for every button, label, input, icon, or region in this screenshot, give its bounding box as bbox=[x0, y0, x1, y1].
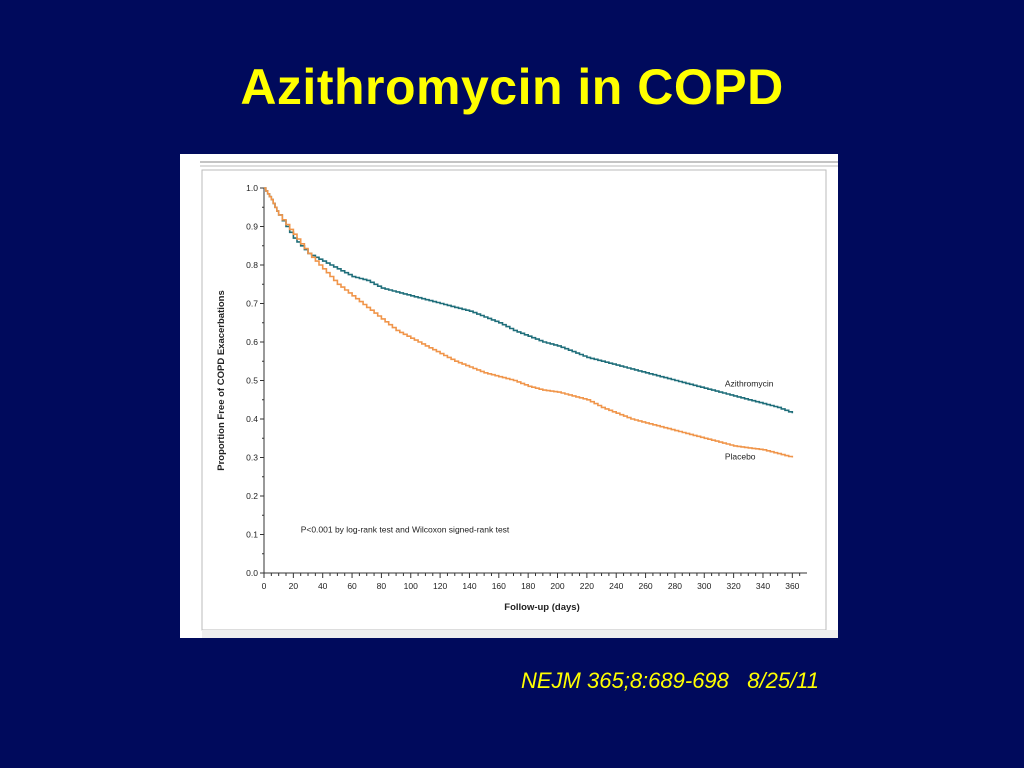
x-tick-label: 320 bbox=[727, 581, 741, 591]
y-tick-label: 0.3 bbox=[246, 453, 258, 463]
series-label-placebo: Placebo bbox=[725, 451, 756, 461]
x-tick-label: 0 bbox=[262, 581, 267, 591]
x-axis-title: Follow-up (days) bbox=[504, 602, 579, 613]
x-tick-label: 160 bbox=[492, 581, 506, 591]
y-tick-label: 0.8 bbox=[246, 260, 258, 270]
km-figure-panel: 0.0 0.1 0.2 0.3 0.4 0.5 0.6 0.7 0.8 0.9 1.0 0 20 40 60… bbox=[180, 154, 838, 638]
y-tick-label: 1.0 bbox=[246, 183, 258, 193]
y-tick-label: 0.4 bbox=[246, 414, 258, 424]
km-chart: 0.0 0.1 0.2 0.3 0.4 0.5 0.6 0.7 0.8 0.9 1.0 0 20 40 60… bbox=[200, 161, 838, 638]
y-tick-label: 0.6 bbox=[246, 337, 258, 347]
x-tick-label: 240 bbox=[609, 581, 623, 591]
x-tick-label: 120 bbox=[433, 581, 447, 591]
y-tick-label: 0.0 bbox=[246, 568, 258, 578]
x-tick-label: 60 bbox=[347, 581, 357, 591]
y-axis-title: Proportion Free of COPD Exacerbations bbox=[216, 290, 227, 471]
y-tick-label: 0.7 bbox=[246, 299, 258, 309]
x-tick-label: 200 bbox=[550, 581, 564, 591]
x-tick-label: 80 bbox=[377, 581, 387, 591]
azithromycin-curve bbox=[264, 187, 794, 414]
frame-inner-box bbox=[201, 169, 827, 631]
x-tick-label: 180 bbox=[521, 581, 535, 591]
x-tick-label: 220 bbox=[580, 581, 594, 591]
y-tick-label: 0.2 bbox=[246, 491, 258, 501]
x-tick-label: 140 bbox=[462, 581, 476, 591]
x-tick-label: 300 bbox=[697, 581, 711, 591]
x-tick-label: 280 bbox=[668, 581, 682, 591]
p-value-annotation: P<0.001 by log-rank test and Wilcoxon si… bbox=[301, 525, 510, 535]
y-tick-label: 0.9 bbox=[246, 222, 258, 232]
x-tick-label: 260 bbox=[638, 581, 652, 591]
series-label-azithromycin: Azithromycin bbox=[725, 378, 774, 388]
x-tick-label: 100 bbox=[404, 581, 418, 591]
citation: NEJM 365;8:689-698 8/25/11 bbox=[521, 668, 820, 693]
y-tick-label: 0.1 bbox=[246, 530, 258, 540]
x-tick-label: 40 bbox=[318, 581, 328, 591]
y-tick-label: 0.5 bbox=[246, 376, 258, 386]
slide-title: Azithromycin in COPD bbox=[240, 59, 784, 115]
placebo-curve bbox=[264, 187, 794, 458]
x-tick-label: 340 bbox=[756, 581, 770, 591]
x-tick-label: 360 bbox=[785, 581, 799, 591]
frame-bottom-band bbox=[202, 630, 838, 638]
x-tick-label: 20 bbox=[289, 581, 299, 591]
